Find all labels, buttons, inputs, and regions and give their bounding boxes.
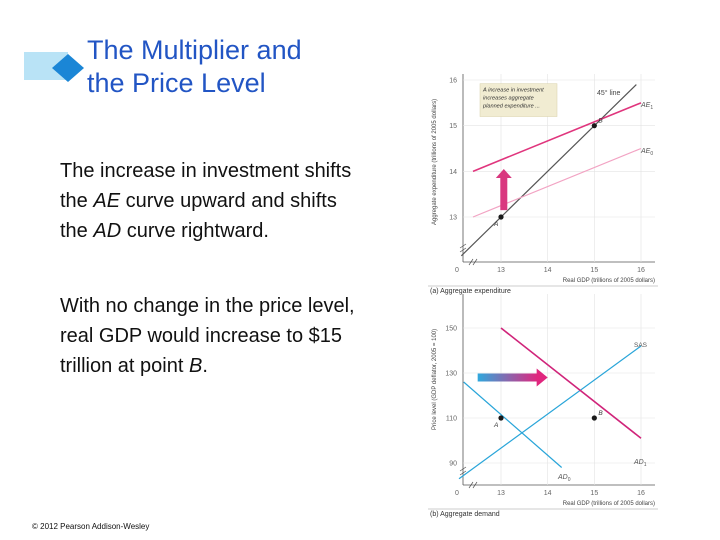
annotation-line: planned expenditure ...	[482, 104, 540, 110]
y-tick-label: 90	[449, 461, 457, 468]
series-label-sas: SAS	[634, 342, 648, 349]
annotation-line: increases aggregate	[483, 96, 534, 102]
point-marker-b	[591, 123, 597, 129]
x-axis-break	[468, 481, 478, 489]
annotation-line: A increase in investment	[482, 88, 544, 94]
chart-panel-aggregate-expenditure: 13 14 15 16 0 13 14 15 16 Real GDP (trillions of …	[428, 74, 658, 295]
x-tick-label: 14	[544, 490, 552, 497]
text-run: curve upward and shifts the	[60, 190, 337, 242]
point-label-a: A	[493, 221, 498, 228]
decoration-light-square	[24, 52, 68, 80]
shift-arrow-head	[495, 169, 512, 179]
text-run: AD	[93, 220, 122, 242]
series-label-ad0: AD0	[557, 474, 571, 483]
shift-arrow-head	[536, 368, 548, 387]
text-run: With no change in the price level, real …	[60, 295, 355, 377]
text-run: AE	[93, 190, 121, 212]
annotation-box	[479, 83, 558, 117]
point-label-b: B	[598, 118, 603, 125]
x-tick-label: 14	[544, 267, 552, 274]
series-label-ae1-subscript: 1	[650, 105, 653, 111]
series-line-ad0	[463, 381, 563, 468]
x-tick-label: 13	[497, 490, 505, 497]
text-run: shifts the	[60, 160, 352, 212]
series-label-ae1: AE1	[640, 102, 653, 111]
y-tick-label: 14	[449, 169, 457, 176]
x-tick-label: 13	[497, 267, 505, 274]
y-tick-label: 110	[446, 416, 457, 423]
x-tick-label: 0	[455, 267, 459, 274]
series-label-ad1: AD1	[633, 459, 647, 468]
point-marker-a	[498, 415, 504, 421]
text-run: The increase in investment	[60, 160, 305, 182]
y-tick-label: 15	[449, 123, 457, 130]
shift-arrow-shaft	[500, 177, 508, 211]
title-line-1: The Multiplier and	[87, 35, 302, 65]
shift-arrow-shaft	[477, 373, 538, 382]
series-label-ae0-text: AE	[640, 148, 651, 155]
point-label-a: A	[493, 422, 498, 429]
point-marker-b	[591, 415, 597, 421]
y-axis-title: Price level (GDP deflator, 2005 = 100)	[432, 329, 438, 430]
point-label-b: B	[598, 410, 603, 417]
title-line-2: the Price Level	[87, 68, 266, 98]
y-tick-label: 150	[445, 326, 457, 333]
series-label-ad0-text: AD	[557, 474, 568, 481]
panel-caption: (a) Aggregate expenditure	[430, 288, 511, 295]
chart-panel-aggregate-demand: 90 110 130 150 0 13 14 15 16 Real GDP (trillions …	[428, 294, 658, 518]
series-label-ae0: AE0	[640, 148, 653, 157]
x-tick-label: 16	[637, 267, 645, 274]
y-tick-label: 16	[449, 78, 457, 85]
slide-title: The Multiplier and the Price Level	[87, 34, 387, 100]
series-label-ad1-text: AD	[633, 459, 644, 466]
x-axis-title: Real GDP (trillions of 2005 dollars)	[563, 501, 655, 507]
text-run: curve rightward.	[121, 220, 269, 242]
series-line-45-line	[460, 84, 637, 257]
y-axis-break	[459, 243, 467, 253]
x-tick-label: 15	[590, 490, 598, 497]
x-tick-label: 0	[455, 490, 459, 497]
decoration-diamond	[52, 54, 84, 82]
text-run: B	[188, 355, 203, 377]
series-label-ad0-subscript: 0	[568, 477, 571, 483]
text-run: .	[202, 355, 208, 377]
point-marker-a	[498, 214, 504, 220]
y-tick-label: 130	[445, 371, 457, 378]
copyright-notice: © 2012 Pearson Addison-Wesley	[32, 522, 150, 531]
panel-caption: (b) Aggregate demand	[430, 511, 500, 518]
y-axis-break	[459, 466, 467, 476]
x-tick-label: 16	[637, 490, 645, 497]
series-line-sas	[458, 345, 642, 480]
series-label-ae1-text: AE	[640, 102, 651, 109]
x-tick-label: 15	[590, 267, 598, 274]
x-axis-title: Real GDP (trillions of 2005 dollars)	[563, 278, 655, 284]
x-axis-break	[468, 258, 478, 266]
series-line-ae0	[472, 147, 642, 218]
series-label-ae0-subscript: 0	[650, 151, 653, 157]
series-label-45-line: 45° line	[597, 89, 621, 97]
body-paragraph-1: The increase in investment shifts the AE…	[60, 156, 360, 246]
series-line-ad1	[500, 327, 642, 439]
body-paragraph-2: With no change in the price level, real …	[60, 291, 360, 381]
y-axis-title: Aggregate expenditure (trillions of 2005…	[432, 99, 438, 225]
series-line-ae1	[472, 102, 642, 173]
y-tick-label: 13	[449, 215, 457, 222]
series-label-ad1-subscript: 1	[644, 462, 647, 468]
title-decoration	[24, 52, 84, 82]
